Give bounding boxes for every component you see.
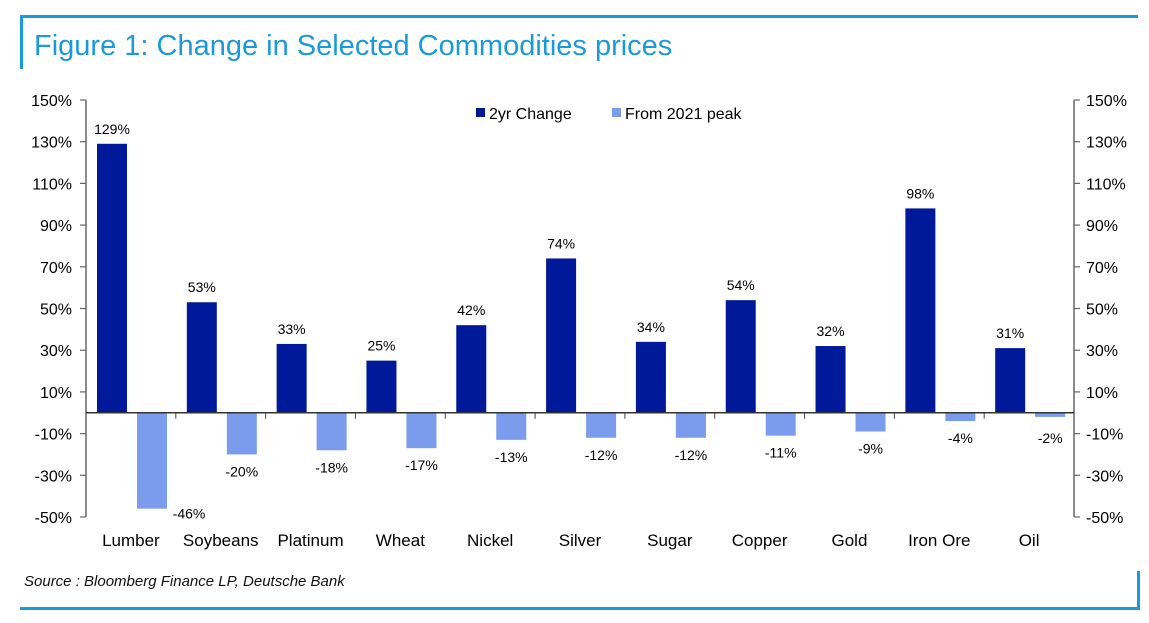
left-y-tick-label: 130% (31, 135, 72, 152)
data-label: -12% (675, 447, 708, 463)
bar-from-2021-peak (855, 412, 886, 432)
bar-2yr-change (186, 302, 217, 413)
data-label: -11% (765, 445, 797, 461)
right-y-tick-label: 70% (1086, 260, 1118, 277)
frame-top-border (20, 15, 1138, 18)
data-label: -9% (858, 441, 883, 457)
frame-left-border (20, 15, 23, 69)
category-label: Platinum (277, 531, 343, 550)
data-label: -4% (948, 430, 973, 446)
bar-from-2021-peak (586, 412, 617, 438)
data-label: 74% (547, 235, 575, 251)
data-label: 129% (94, 121, 130, 137)
right-y-tick-label: -30% (1086, 468, 1123, 485)
left-y-tick-label: 110% (32, 176, 72, 193)
bar-2yr-change (456, 325, 487, 413)
category-label: Iron Ore (908, 531, 970, 550)
data-label: 98% (906, 185, 934, 201)
data-label: 53% (188, 279, 216, 295)
category-label: Nickel (467, 531, 513, 550)
bar-2yr-change (546, 258, 577, 413)
bar-2yr-change (366, 360, 397, 413)
category-label: Silver (559, 531, 602, 550)
left-y-tick-label: 90% (40, 218, 72, 235)
right-y-tick-label: 150% (1086, 93, 1127, 110)
right-y-tick-label: 110% (1086, 176, 1126, 193)
bar-2yr-change (635, 341, 666, 413)
bar-2yr-change (725, 300, 756, 413)
frame-right-border (1137, 571, 1140, 610)
legend-2yr-change-swatch (476, 108, 485, 117)
data-label: -46% (173, 506, 206, 522)
right-y-tick-label: 90% (1086, 218, 1118, 235)
data-label: 25% (367, 338, 395, 354)
bar-from-2021-peak (765, 412, 796, 436)
category-label: Gold (831, 531, 867, 550)
left-y-tick-label: -30% (35, 468, 72, 485)
bar-from-2021-peak (1035, 412, 1066, 417)
data-label: 31% (996, 325, 1024, 341)
right-y-tick-label: 30% (1086, 343, 1118, 360)
bar-from-2021-peak (675, 412, 706, 438)
left-y-tick-label: 10% (40, 385, 72, 402)
data-label: -20% (225, 463, 258, 479)
left-y-tick-label: -10% (35, 427, 72, 444)
category-label: Lumber (102, 531, 160, 550)
bar-from-2021-peak (945, 412, 976, 422)
data-label: -17% (405, 457, 438, 473)
bar-2yr-change (97, 143, 127, 413)
bar-from-2021-peak (316, 412, 347, 451)
category-label: Soybeans (183, 531, 259, 550)
bar-from-2021-peak (406, 412, 437, 449)
source-note: Source : Bloomberg Finance LP, Deutsche … (24, 573, 345, 590)
category-label: Wheat (376, 531, 425, 550)
left-y-tick-label: 70% (40, 260, 72, 277)
data-label: -13% (495, 449, 528, 465)
bar-2yr-change (815, 346, 846, 413)
category-label: Sugar (647, 531, 693, 550)
left-y-tick-label: -50% (35, 510, 72, 527)
right-y-tick-label: 130% (1086, 135, 1127, 152)
data-label: -18% (315, 459, 348, 475)
left-y-tick-label: 50% (40, 302, 72, 319)
data-label: 34% (637, 319, 665, 335)
right-y-tick-label: 50% (1086, 302, 1118, 319)
data-label: -12% (585, 447, 618, 463)
bar-2yr-change (905, 208, 936, 413)
category-label: Oil (1019, 531, 1040, 550)
bar-from-2021-peak (226, 412, 257, 455)
right-y-tick-label: -10% (1086, 427, 1123, 444)
data-label: 42% (457, 302, 485, 318)
data-label: 33% (278, 321, 306, 337)
frame-bottom-border (20, 607, 1140, 610)
left-y-tick-label: 150% (31, 93, 72, 110)
data-label: 54% (727, 277, 755, 293)
right-y-tick-label: -50% (1086, 510, 1123, 527)
left-y-tick-label: 30% (40, 343, 72, 360)
bar-2yr-change (995, 348, 1026, 413)
legend-from-2021-peak-swatch (612, 108, 621, 117)
legend-2yr-change-label: 2yr Change (489, 106, 572, 123)
data-label: -2% (1038, 430, 1063, 446)
bar-from-2021-peak (137, 412, 167, 509)
data-label: 32% (817, 323, 845, 339)
bar-2yr-change (276, 343, 307, 413)
bar-from-2021-peak (496, 412, 527, 440)
legend-from-2021-peak-label: From 2021 peak (625, 106, 743, 123)
figure-title: Figure 1: Change in Selected Commodities… (34, 30, 673, 62)
right-y-tick-label: 10% (1086, 385, 1118, 402)
category-label: Copper (732, 531, 788, 550)
